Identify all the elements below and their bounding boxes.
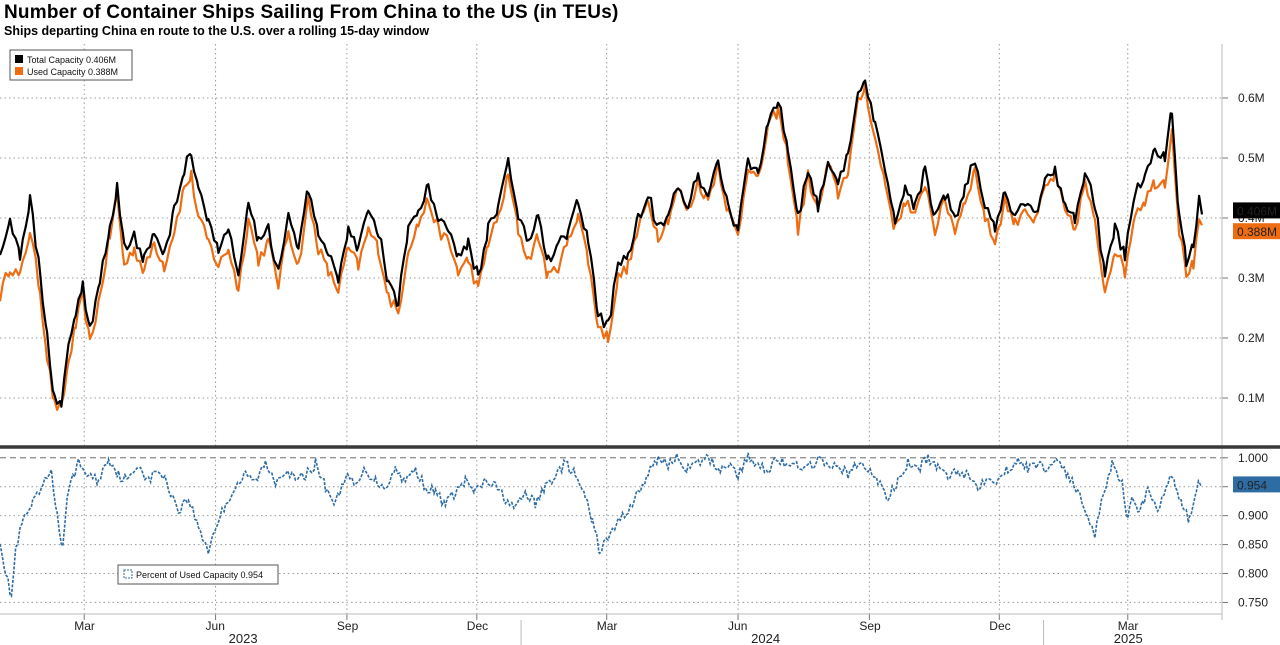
- x-month-label: Sep: [859, 619, 881, 633]
- percent-used-last-badge-bg: [1233, 476, 1280, 493]
- y-tick-label: 0.850: [1238, 538, 1268, 552]
- y-tick-label: 0.750: [1238, 595, 1268, 609]
- legend-swatch-total: [15, 55, 23, 63]
- legend-swatch-used: [15, 67, 23, 75]
- x-month-label: Mar: [74, 619, 95, 633]
- chart-subtitle: Ships departing China en route to the U.…: [4, 24, 430, 38]
- x-month-label: Dec: [467, 619, 488, 633]
- used-capacity-last-badge-bg: [1233, 223, 1280, 240]
- x-month-label: Jun: [728, 619, 747, 633]
- legend-label-total: Total Capacity 0.406M: [27, 55, 116, 65]
- total-capacity-last-badge-bg: [1233, 202, 1280, 219]
- y-tick-label: 0.2M: [1238, 331, 1265, 345]
- x-month-label: Mar: [1118, 619, 1139, 633]
- legend-top-box: [9, 49, 133, 81]
- total-capacity-line: [0, 79, 1204, 408]
- used-capacity-last-badge: 0.388M: [1233, 223, 1280, 240]
- y-tick-label: 0.800: [1238, 567, 1268, 581]
- x-year-label: 2025: [1114, 631, 1143, 645]
- percent-used-line: [0, 450, 1203, 598]
- y-tick-label: 0.1M: [1238, 391, 1265, 405]
- percent-used-last-badge-text: 0.954: [1237, 478, 1267, 492]
- legend-bottom-box: [117, 564, 279, 585]
- x-month-label: Dec: [989, 619, 1010, 633]
- total-capacity-last-badge: 0.406M: [1233, 202, 1280, 219]
- x-year-label: 2024: [751, 631, 780, 645]
- legend-swatch-percent: [123, 569, 133, 579]
- y-tick-label: 0.900: [1238, 509, 1268, 523]
- chart-canvas: Mar Jun Sep Dec Mar Jun Sep Dec Mar 0.1M 0.2M 0.3M 0…: [0, 44, 1280, 645]
- percent-used-last-badge: 0.954: [1233, 476, 1280, 493]
- used-capacity-line: [0, 82, 1203, 411]
- total-capacity-last-badge-text: 0.406M: [1237, 204, 1277, 218]
- y-tick-label: 1.000: [1238, 451, 1268, 465]
- x-month-label: Mar: [597, 619, 618, 633]
- legend-label-percent: Percent of Used Capacity 0.954: [136, 570, 263, 580]
- legend-bottom: Percent of Used Capacity 0.954: [117, 564, 279, 585]
- x-month-label: Jun: [206, 619, 225, 633]
- y-tick-label: 0.6M: [1238, 91, 1265, 105]
- legend-top: Total Capacity 0.406M Used Capacity 0.388…: [9, 49, 133, 81]
- chart-title: Number of Container Ships Sailing From C…: [4, 2, 619, 23]
- legend-label-used: Used Capacity 0.388M: [27, 67, 118, 77]
- y-tick-label: 0.3M: [1238, 271, 1265, 285]
- x-year-label: 2023: [229, 631, 258, 645]
- used-capacity-last-badge-text: 0.388M: [1237, 225, 1277, 239]
- y-tick-label: 0.5M: [1238, 151, 1265, 165]
- x-month-label: Sep: [337, 619, 359, 633]
